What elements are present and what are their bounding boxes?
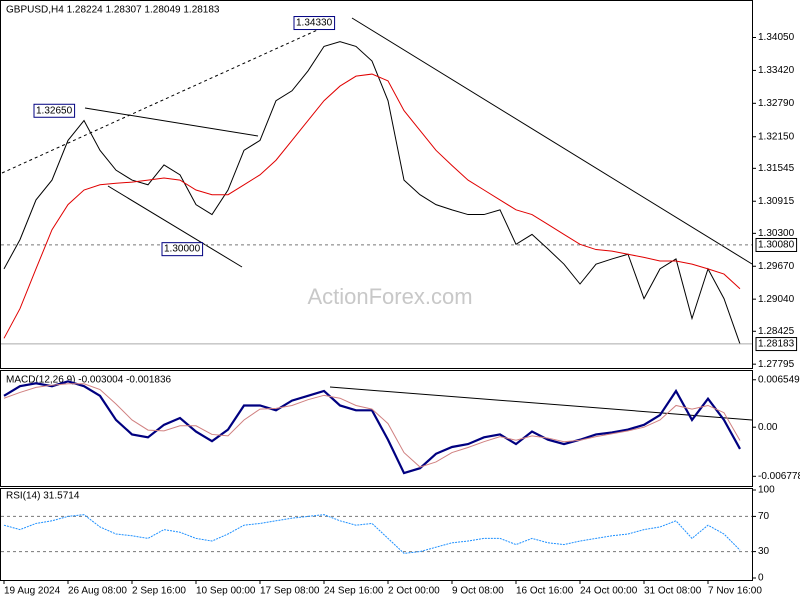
y-tick-label: 0 (758, 573, 764, 584)
x-tick-label: 7 Nov 16:00 (708, 586, 762, 597)
series-line (3, 73, 741, 339)
y-tick-label: 0.006549 (758, 374, 800, 385)
y-tick-label: 1.31545 (758, 163, 795, 174)
x-tick-label: 19 Aug 2024 (4, 586, 61, 597)
y-tick-label: 1.33420 (758, 65, 795, 76)
level-label: 1.30080 (758, 239, 795, 250)
rsi-title: RSI(14) 31.5714 (6, 491, 80, 502)
trend-line (329, 386, 753, 421)
y-tick-label: 1.30300 (758, 228, 795, 239)
series-line (3, 383, 741, 468)
y-tick-label: 1.28425 (758, 326, 795, 337)
x-tick-label: 17 Sep 08:00 (260, 586, 320, 597)
y-tick-label: 1.29670 (758, 261, 795, 272)
y-tick-label: 1.30915 (758, 196, 795, 207)
label-box (293, 16, 336, 31)
label-box (755, 237, 798, 252)
current-price-label: 1.28183 (758, 339, 795, 350)
y-tick-label: 1.32150 (758, 131, 795, 142)
x-tick-label: 9 Oct 08:00 (452, 586, 504, 597)
rsi-panel (0, 488, 753, 581)
macd-title: MACD(12,26,9) -0.003004 -0.001836 (6, 375, 172, 386)
price-panel (0, 0, 753, 369)
y-tick-label: 30 (758, 546, 770, 557)
label-box (755, 337, 798, 352)
annotation: 1.34330 (296, 18, 333, 29)
series-line (3, 380, 741, 475)
trend-line (1, 21, 336, 174)
y-tick-label: 100 (758, 485, 775, 496)
y-tick-label: 1.32790 (758, 98, 795, 109)
x-tick-label: 24 Oct 00:00 (580, 586, 638, 597)
y-tick-label: -0.006778 (758, 471, 800, 482)
series-line (3, 41, 741, 345)
y-tick-label: 1.29040 (758, 294, 795, 305)
label-box (33, 103, 76, 118)
chart-title: GBPUSD,H4 1.28224 1.28307 1.28049 1.2818… (6, 5, 220, 16)
x-tick-label: 16 Oct 16:00 (516, 586, 574, 597)
y-tick-label: 70 (758, 511, 770, 522)
y-tick-label: 1.34050 (758, 32, 795, 43)
x-tick-label: 10 Sep 00:00 (196, 586, 256, 597)
trend-line (351, 17, 753, 265)
trend-line (84, 107, 259, 137)
label-box (161, 242, 204, 257)
x-tick-label: 2 Sep 16:00 (132, 586, 186, 597)
annotation: 1.32650 (36, 105, 73, 116)
macd-panel (0, 370, 753, 487)
x-tick-label: 26 Aug 08:00 (68, 586, 127, 597)
series-line (3, 514, 741, 554)
watermark: ActionForex.com (307, 284, 472, 309)
y-tick-label: 0.00 (758, 422, 778, 433)
annotation: 1.30000 (164, 244, 201, 255)
x-tick-label: 31 Oct 08:00 (644, 586, 702, 597)
x-tick-label: 24 Sep 16:00 (324, 586, 384, 597)
y-tick-label: 1.27795 (758, 359, 795, 370)
trend-line (107, 185, 243, 268)
x-tick-label: 2 Oct 00:00 (388, 586, 440, 597)
